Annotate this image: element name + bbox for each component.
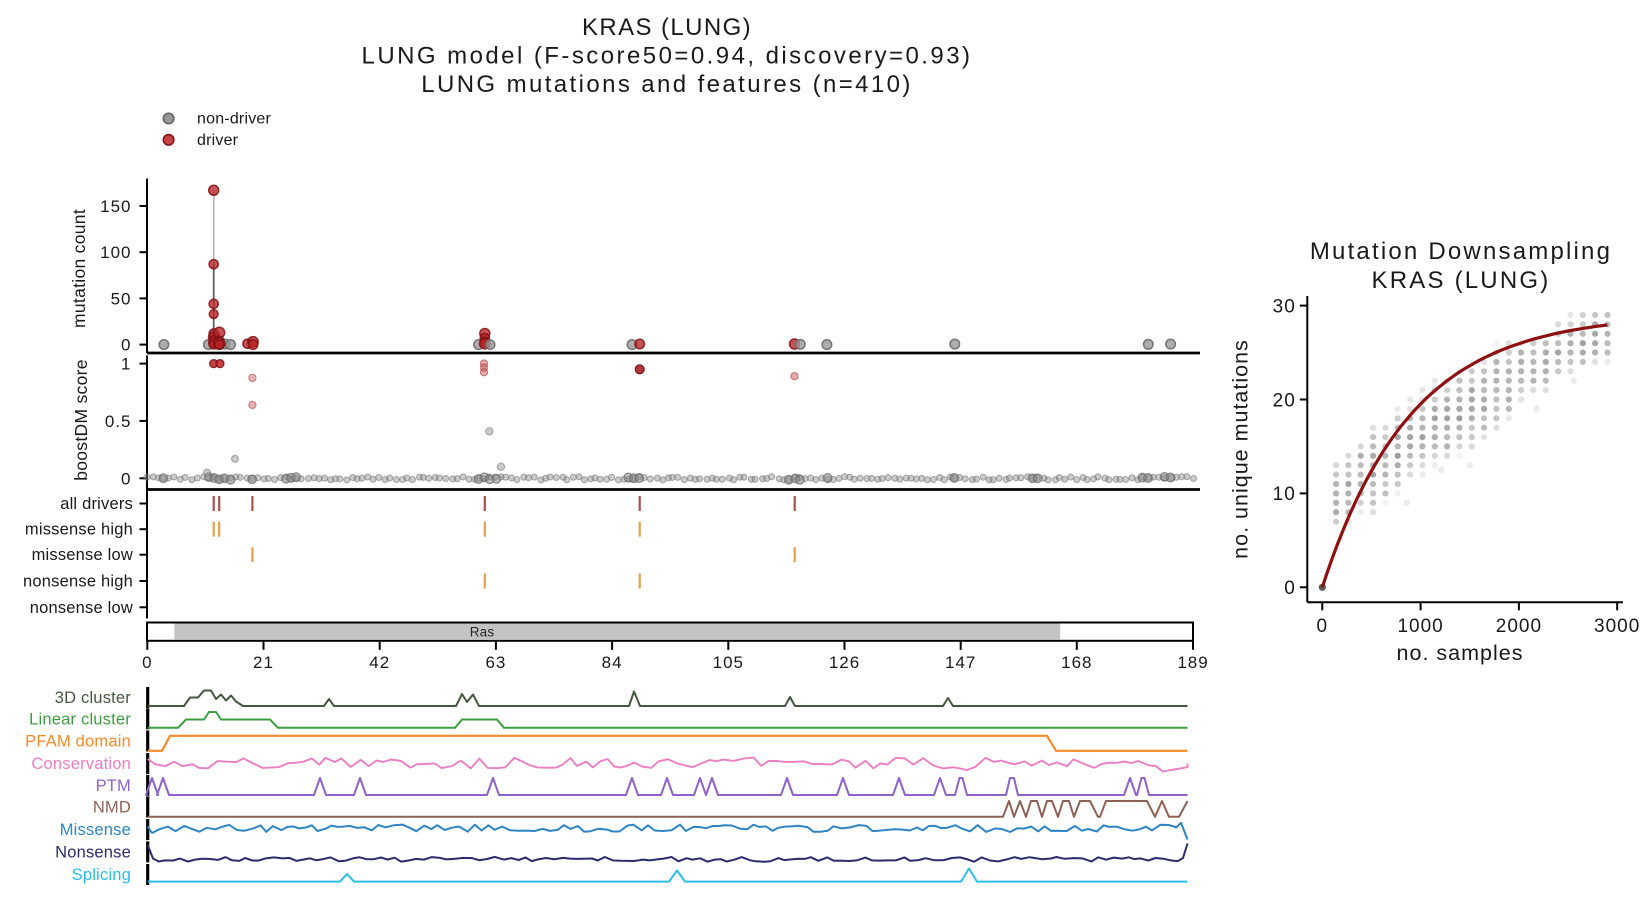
svg-text:10: 10 — [1273, 484, 1296, 505]
svg-text:missense high: missense high — [25, 521, 133, 539]
svg-text:168: 168 — [1061, 653, 1092, 672]
svg-text:100: 100 — [100, 243, 131, 262]
svg-text:0: 0 — [121, 336, 131, 355]
svg-text:30: 30 — [1273, 296, 1296, 317]
svg-text:Splicing: Splicing — [72, 866, 131, 884]
svg-text:3000: 3000 — [1594, 616, 1640, 637]
svg-text:63: 63 — [485, 653, 506, 672]
svg-text:189: 189 — [1177, 653, 1208, 672]
svg-text:20: 20 — [1273, 390, 1296, 411]
svg-text:Ras: Ras — [470, 625, 495, 640]
svg-text:non-driver: non-driver — [197, 111, 272, 128]
svg-text:150: 150 — [100, 197, 131, 216]
svg-text:driver: driver — [197, 132, 239, 149]
svg-text:42: 42 — [369, 653, 390, 672]
svg-text:1000: 1000 — [1397, 616, 1443, 637]
svg-text:Missense: Missense — [60, 821, 131, 839]
svg-text:PTM: PTM — [96, 777, 131, 795]
svg-text:0: 0 — [121, 469, 131, 488]
svg-text:Linear cluster: Linear cluster — [29, 710, 131, 728]
svg-text:21: 21 — [253, 653, 274, 672]
svg-text:105: 105 — [713, 653, 744, 672]
svg-text:0: 0 — [1284, 578, 1296, 599]
svg-text:LUNG mutations and features (n: LUNG mutations and features (n=410) — [421, 71, 913, 98]
svg-text:LUNG model (F-score50=0.94, di: LUNG model (F-score50=0.94, discovery=0.… — [362, 43, 973, 70]
svg-text:84: 84 — [602, 653, 623, 672]
svg-text:126: 126 — [829, 653, 860, 672]
svg-text:no. unique mutations: no. unique mutations — [1229, 339, 1253, 559]
svg-text:missense low: missense low — [32, 546, 133, 564]
svg-text:Mutation Downsampling: Mutation Downsampling — [1310, 238, 1612, 265]
svg-text:0.5: 0.5 — [105, 412, 132, 431]
svg-text:all drivers: all drivers — [60, 495, 133, 513]
svg-text:Nonsense: Nonsense — [55, 843, 131, 861]
svg-text:nonsense low: nonsense low — [30, 599, 133, 617]
svg-text:1: 1 — [121, 355, 131, 374]
svg-text:nonsense high: nonsense high — [23, 573, 133, 591]
svg-text:PFAM domain: PFAM domain — [25, 733, 131, 751]
svg-text:0: 0 — [142, 653, 152, 672]
svg-text:NMD: NMD — [93, 798, 131, 816]
svg-text:no. samples: no. samples — [1397, 641, 1524, 665]
svg-text:50: 50 — [111, 289, 132, 308]
svg-text:0: 0 — [1317, 616, 1329, 637]
svg-text:KRAS (LUNG): KRAS (LUNG) — [1372, 267, 1551, 294]
svg-text:Conservation: Conservation — [31, 755, 131, 773]
svg-text:KRAS (LUNG): KRAS (LUNG) — [582, 14, 752, 41]
svg-text:3D cluster: 3D cluster — [55, 689, 132, 707]
svg-text:147: 147 — [945, 653, 976, 672]
svg-text:2000: 2000 — [1496, 616, 1542, 637]
svg-text:boostDM score: boostDM score — [71, 359, 91, 481]
svg-text:mutation count: mutation count — [69, 209, 89, 328]
